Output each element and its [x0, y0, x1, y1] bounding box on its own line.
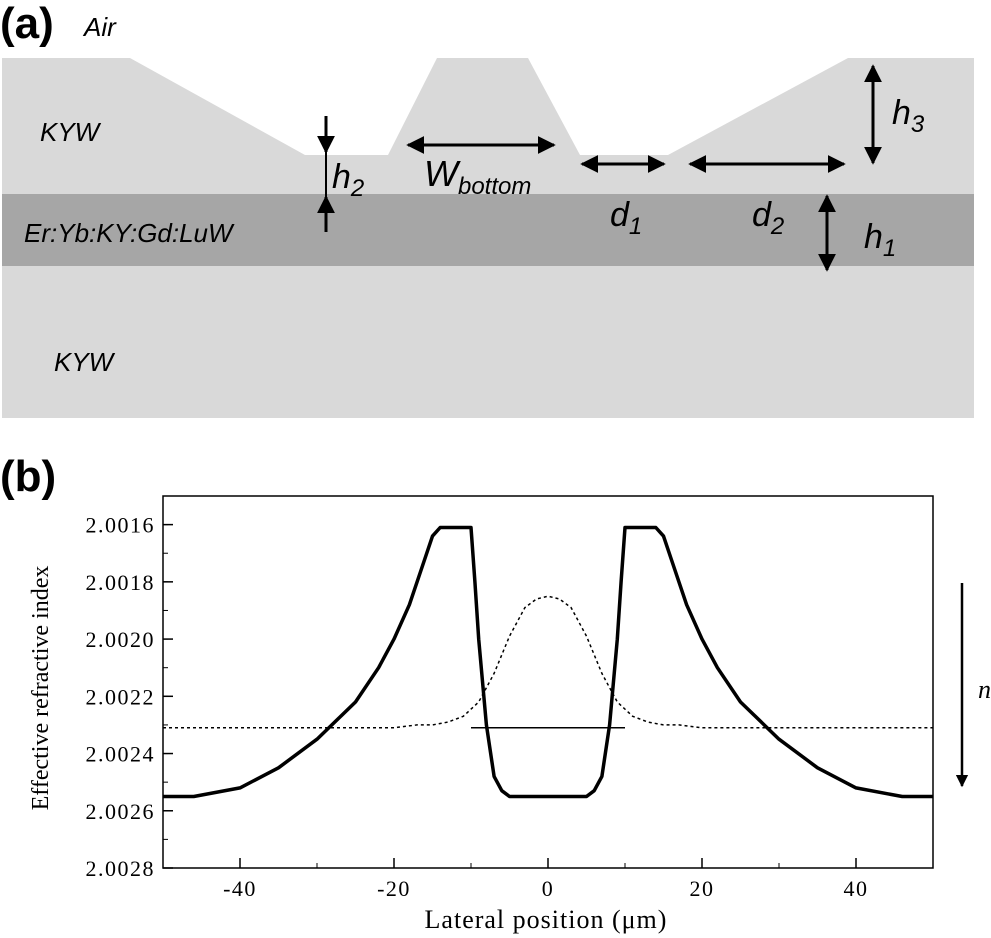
series-line-thick-solid [163, 525, 933, 799]
d1-label: d1 [610, 196, 642, 240]
panel-a-label: (a) [0, 0, 54, 48]
x-tick-label: -20 [377, 876, 411, 901]
plot-frame [162, 495, 934, 869]
series-line-dotted [163, 595, 933, 729]
top-cladding [2, 58, 974, 195]
x-tick-label: -40 [223, 876, 257, 901]
panel-b-label: (b) [0, 452, 57, 501]
w-bottom-label: Wbottom [424, 153, 531, 200]
x-tick-label: 40 [844, 876, 869, 901]
y-tick-label: 2.0028 [86, 856, 156, 881]
x-tick-label: 20 [690, 876, 715, 901]
y-tick-label: 2.0016 [86, 513, 156, 538]
kyw-bottom-label: KYW [54, 347, 116, 377]
air-label: Air [84, 12, 116, 42]
substrate [2, 266, 974, 418]
y-tick-label: 2.0024 [86, 742, 156, 767]
active-layer [2, 194, 974, 266]
y-tick-label: 2.0020 [86, 627, 156, 652]
x-tick-label: 0 [542, 876, 555, 901]
y-axis-label: Effective refractive index [28, 566, 54, 811]
h1-label: h1 [864, 218, 896, 262]
h3-label: h3 [892, 94, 925, 138]
y-tick-label: 2.0022 [86, 684, 156, 709]
d2-label: d2 [752, 196, 784, 240]
kyw-top-label: KYW [40, 117, 102, 147]
y-tick-label: 2.0018 [86, 570, 156, 595]
x-axis-label: Lateral position (μm) [425, 905, 668, 934]
h2-label: h2 [332, 158, 364, 202]
y-tick-label: 2.0026 [86, 799, 156, 824]
active-layer-label: Er:Yb:KY:Gd:LuW [24, 218, 235, 248]
n-label: n [978, 675, 991, 704]
